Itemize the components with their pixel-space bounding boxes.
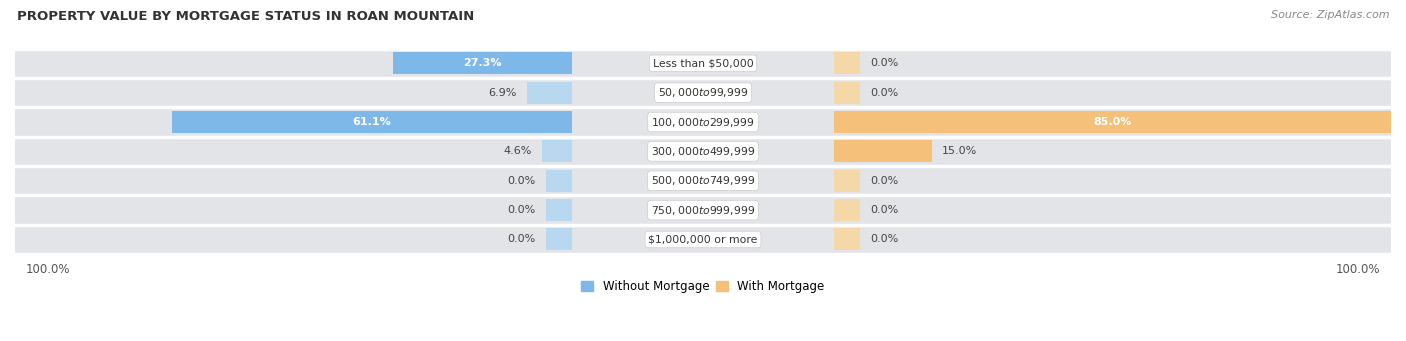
Text: $100,000 to $299,999: $100,000 to $299,999 [651,116,755,129]
Bar [15,196,1391,224]
Bar [546,170,572,192]
Text: 0.0%: 0.0% [508,176,536,186]
Text: 0.0%: 0.0% [508,205,536,215]
Text: $50,000 to $99,999: $50,000 to $99,999 [658,86,748,99]
Bar [15,225,1391,253]
Text: 0.0%: 0.0% [870,176,898,186]
Bar [546,228,572,251]
Bar [834,81,860,104]
Bar [546,199,572,221]
Text: 0.0%: 0.0% [870,235,898,244]
Text: Less than $50,000: Less than $50,000 [652,58,754,68]
Text: 6.9%: 6.9% [488,88,517,98]
Bar [834,228,860,251]
Text: $750,000 to $999,999: $750,000 to $999,999 [651,204,755,217]
Bar [834,170,860,192]
Text: 0.0%: 0.0% [508,235,536,244]
Bar [172,111,572,133]
Text: PROPERTY VALUE BY MORTGAGE STATUS IN ROAN MOUNTAIN: PROPERTY VALUE BY MORTGAGE STATUS IN ROA… [17,10,474,23]
Bar [834,140,932,162]
Bar [15,49,1391,77]
Text: 61.1%: 61.1% [353,117,391,127]
Text: 0.0%: 0.0% [870,205,898,215]
Text: 4.6%: 4.6% [503,146,531,157]
Bar [834,199,860,221]
Text: 85.0%: 85.0% [1094,117,1132,127]
Text: 27.3%: 27.3% [463,58,502,68]
Text: $1,000,000 or more: $1,000,000 or more [648,235,758,244]
Legend: Without Mortgage, With Mortgage: Without Mortgage, With Mortgage [576,275,830,298]
Text: 0.0%: 0.0% [870,58,898,68]
Bar [834,52,860,74]
Text: $500,000 to $749,999: $500,000 to $749,999 [651,174,755,187]
Bar [15,167,1391,195]
Bar [394,52,572,74]
Bar [15,137,1391,165]
Text: Source: ZipAtlas.com: Source: ZipAtlas.com [1271,10,1389,20]
Bar [15,79,1391,107]
Text: 0.0%: 0.0% [870,88,898,98]
Text: $300,000 to $499,999: $300,000 to $499,999 [651,145,755,158]
Bar [15,108,1391,136]
Bar [834,111,1391,133]
Bar [541,140,572,162]
Bar [527,81,572,104]
Text: 15.0%: 15.0% [942,146,977,157]
